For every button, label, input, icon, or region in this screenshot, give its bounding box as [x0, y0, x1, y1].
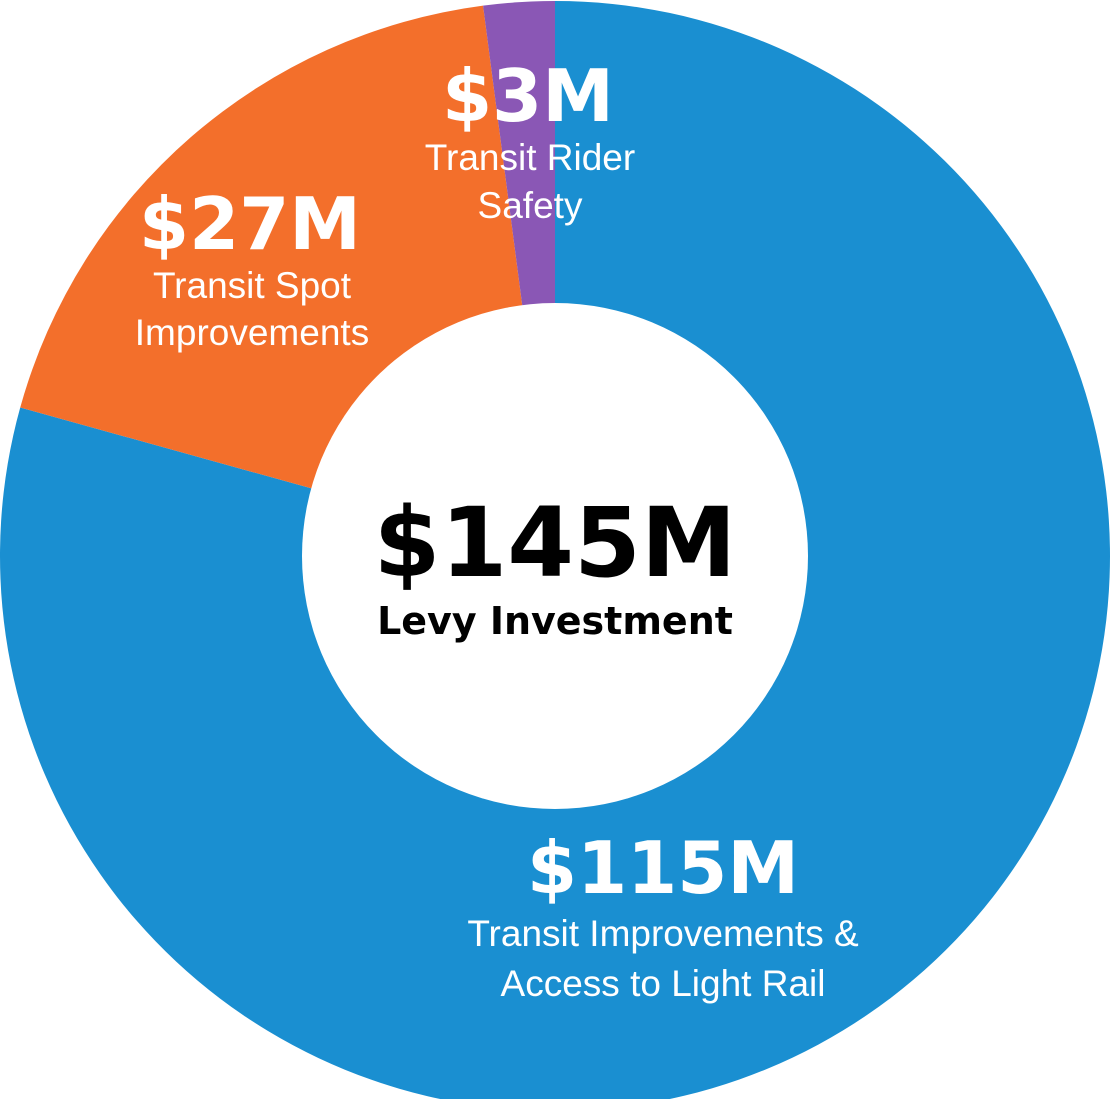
slice-label-3-line-2: Safety: [478, 185, 583, 226]
slice-label-27-line-1: Transit Spot: [153, 265, 352, 306]
center-total-label: Levy Investment: [377, 599, 733, 643]
slice-value-27: $27M: [139, 182, 361, 266]
slice-value-115: $115M: [527, 826, 799, 910]
slice-value-3: $3M: [442, 54, 614, 138]
donut-hole: [302, 303, 808, 809]
slice-label-115-line-2: Access to Light Rail: [501, 963, 826, 1004]
slice-label-27-line-2: Improvements: [135, 312, 369, 353]
slice-label-115-line-1: Transit Improvements &: [467, 913, 859, 954]
slice-label-3-line-1: Transit Rider: [425, 137, 635, 178]
center-total-value: $145M: [374, 487, 737, 599]
